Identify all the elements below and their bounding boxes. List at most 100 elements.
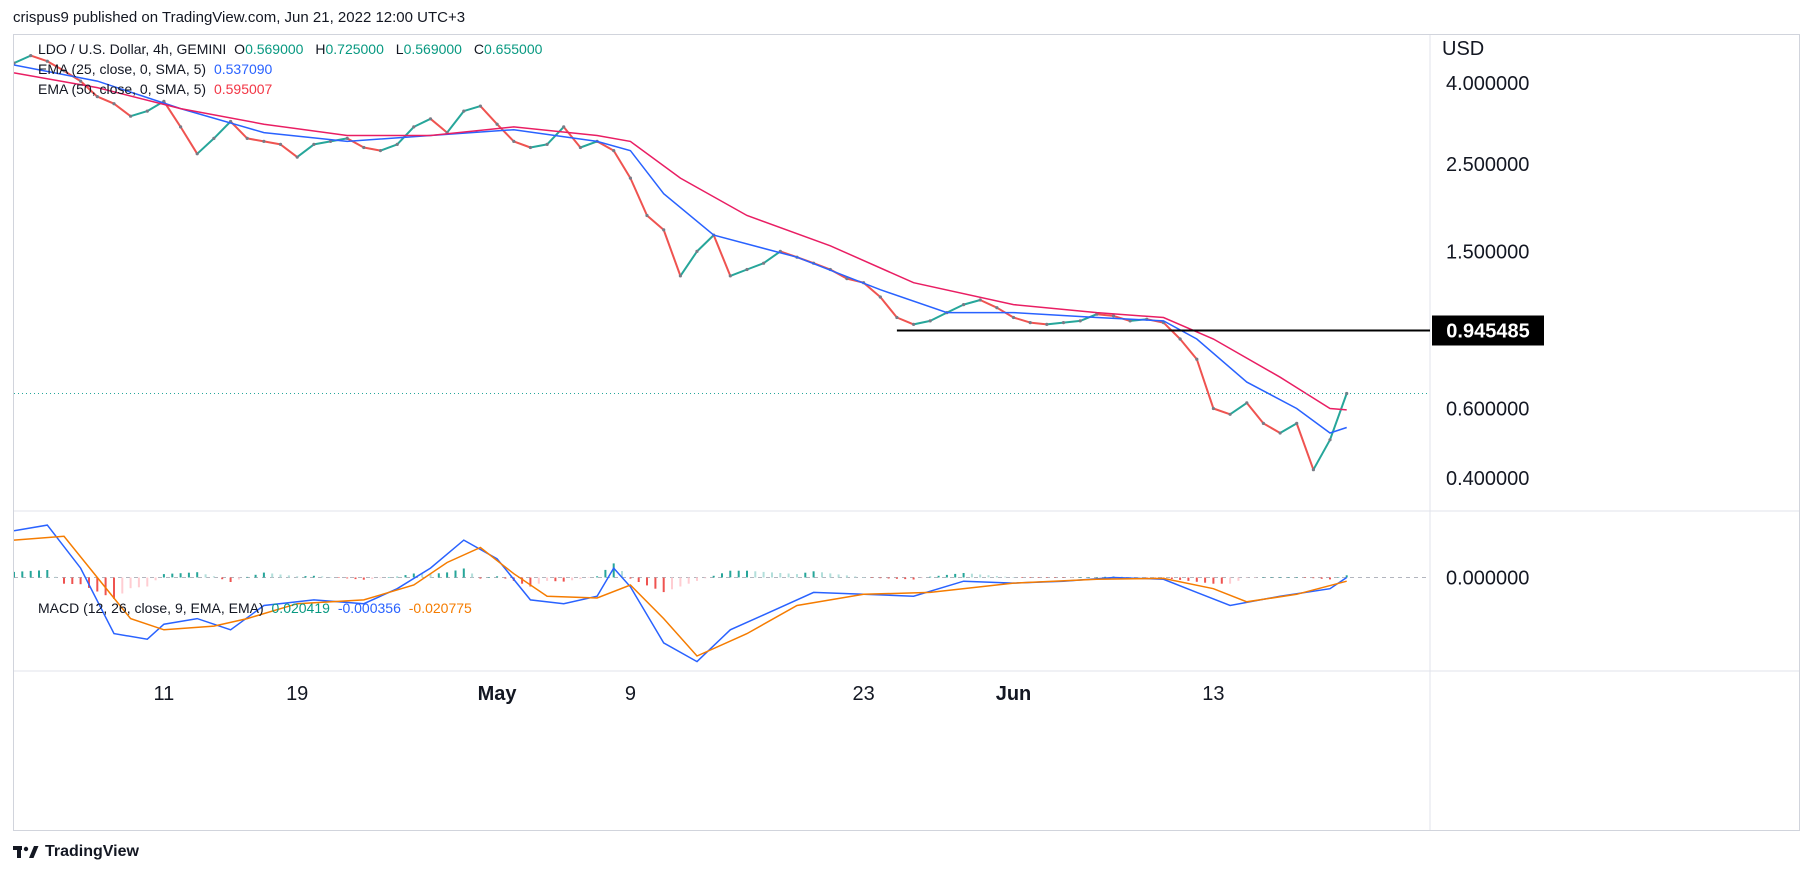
macd-histogram-bar bbox=[1337, 577, 1340, 578]
price-point bbox=[1128, 319, 1132, 323]
price-segment bbox=[862, 281, 881, 298]
macd-histogram-bar bbox=[779, 573, 782, 578]
price-point bbox=[262, 139, 266, 143]
macd-histogram-bar bbox=[487, 577, 490, 578]
macd-histogram-bar bbox=[362, 577, 365, 580]
chart-svg[interactable]: 0.945485 USD 4.000000 2.500000 1.500000 0.60… bbox=[14, 35, 1799, 830]
macd-histogram-bar bbox=[71, 577, 74, 584]
macd-histogram-bar bbox=[1145, 577, 1148, 578]
price-point bbox=[129, 114, 133, 118]
price-segment bbox=[929, 311, 948, 322]
macd-histogram-bar bbox=[754, 571, 757, 578]
price-segment bbox=[913, 319, 931, 326]
macd-histogram-bar bbox=[429, 574, 432, 578]
price-tick-label: 1.500000 bbox=[1446, 241, 1529, 263]
price-point bbox=[745, 267, 749, 272]
price-point bbox=[295, 155, 299, 159]
macd-histogram-bar bbox=[321, 576, 324, 578]
macd-histogram-bar bbox=[729, 570, 732, 578]
price-segment bbox=[1030, 321, 1047, 326]
legend-ema25-line[interactable]: EMA (25, close, 0, SMA, 5) 0.537090 bbox=[38, 61, 276, 77]
macd-histogram-bar bbox=[537, 577, 540, 584]
macd-histogram-bar bbox=[870, 577, 873, 578]
legend-ohlc-low: L0.569000 bbox=[395, 41, 462, 57]
price-segment bbox=[363, 146, 381, 152]
macd-histogram-bar bbox=[562, 577, 565, 582]
price-segment bbox=[1295, 423, 1315, 471]
price-segment bbox=[1195, 358, 1215, 409]
ema25-line[interactable] bbox=[14, 64, 1347, 434]
price-segment bbox=[413, 117, 431, 128]
macd-histogram-bar bbox=[762, 571, 765, 578]
macd-histogram-bar bbox=[1220, 577, 1223, 584]
price-point bbox=[1261, 421, 1265, 425]
price-point bbox=[1278, 431, 1282, 435]
footer-brand[interactable]: TradingView bbox=[13, 843, 139, 861]
price-point bbox=[362, 145, 366, 150]
macd-histogram-bar bbox=[162, 574, 165, 578]
macd-histogram-bar bbox=[962, 573, 965, 578]
macd-histogram-bar bbox=[654, 577, 657, 589]
price-segment bbox=[1262, 422, 1281, 434]
macd-histogram-bar bbox=[271, 573, 274, 578]
price-segment bbox=[479, 105, 498, 125]
price-point bbox=[428, 117, 433, 121]
macd-histogram-bar bbox=[1095, 577, 1098, 578]
macd-histogram-bar bbox=[862, 577, 865, 578]
price-segment bbox=[746, 262, 764, 271]
macd-histogram-bar bbox=[312, 575, 315, 578]
macd-histogram-bar bbox=[629, 577, 632, 579]
macd-histogram-bar bbox=[1129, 577, 1132, 578]
price-point bbox=[562, 125, 566, 129]
macd-line[interactable] bbox=[14, 524, 1348, 663]
price-point bbox=[1195, 357, 1199, 361]
macd-histogram-bar bbox=[462, 568, 465, 578]
currency-label: USD bbox=[1442, 38, 1484, 60]
price-segment bbox=[513, 140, 531, 149]
macd-histogram-bar bbox=[79, 577, 82, 585]
price-point bbox=[695, 249, 699, 253]
macd-histogram-bar bbox=[1270, 577, 1273, 578]
price-point bbox=[1061, 321, 1066, 325]
macd-histogram-bar bbox=[371, 577, 374, 579]
price-segment bbox=[1229, 402, 1248, 416]
chart-frame[interactable]: 0.945485 USD 4.000000 2.500000 1.500000 0.60… bbox=[13, 34, 1800, 831]
macd-histogram-bar bbox=[379, 577, 382, 579]
legend-ema50-line[interactable]: EMA (50, close, 0, SMA, 5) 0.595007 bbox=[38, 81, 276, 97]
price-point bbox=[495, 122, 499, 126]
price-segment bbox=[612, 150, 632, 179]
macd-histogram-bar bbox=[137, 577, 140, 588]
macd-histogram-bar bbox=[1029, 577, 1032, 578]
macd-histogram-bar bbox=[129, 577, 132, 589]
footer-brand-text: TradingView bbox=[45, 843, 139, 860]
macd-histogram-bar bbox=[1062, 577, 1065, 578]
macd-histogram-bar bbox=[346, 577, 349, 579]
price-point bbox=[895, 315, 899, 320]
macd-histogram-bar bbox=[596, 576, 599, 578]
legend-macd-line[interactable]: MACD (12, 26, close, 9, EMA, EMA) 0.0204… bbox=[38, 600, 476, 616]
price-segment bbox=[1013, 316, 1031, 324]
price-segment bbox=[346, 137, 365, 149]
macd-histogram-bar bbox=[721, 573, 723, 578]
price-segment bbox=[279, 143, 298, 158]
signal-line[interactable] bbox=[14, 535, 1347, 657]
price-segment bbox=[380, 143, 398, 152]
support-price-label: 0.945485 bbox=[1446, 321, 1529, 343]
price-segment bbox=[1213, 407, 1231, 416]
price-point bbox=[762, 261, 766, 265]
macd-histogram-bar bbox=[812, 571, 815, 578]
price-point bbox=[1245, 401, 1249, 405]
price-point bbox=[1011, 315, 1016, 320]
macd-histogram-bar bbox=[1237, 577, 1240, 581]
macd-histogram-bar bbox=[937, 575, 940, 578]
price-segment bbox=[1046, 321, 1064, 326]
price-point bbox=[478, 104, 482, 108]
macd-histogram-bar bbox=[1320, 577, 1323, 579]
ema50-line[interactable] bbox=[14, 72, 1347, 411]
macd-histogram-bar bbox=[179, 573, 182, 578]
macd-histogram-bar bbox=[54, 576, 57, 578]
price-point bbox=[212, 136, 216, 140]
macd-histogram-bar bbox=[671, 577, 673, 590]
macd-histogram-bar bbox=[970, 573, 973, 578]
price-segment bbox=[963, 299, 981, 306]
